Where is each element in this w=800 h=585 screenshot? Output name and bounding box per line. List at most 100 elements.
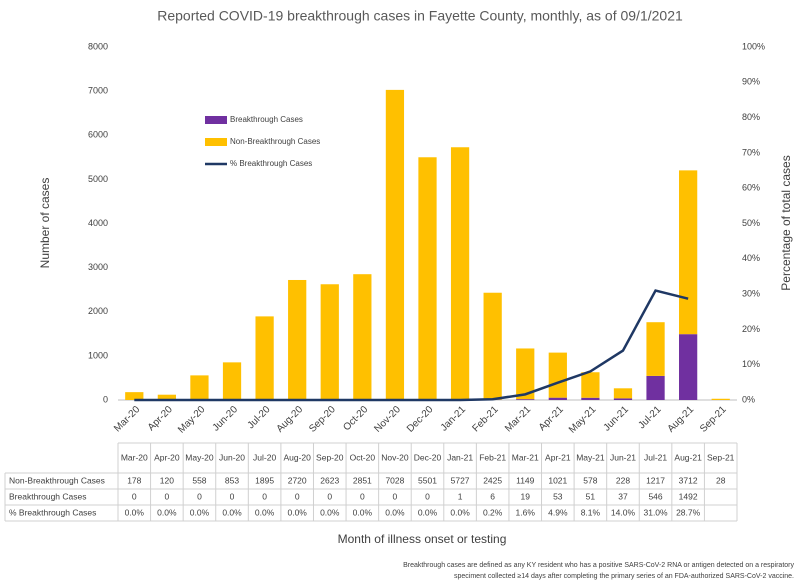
x-tick-label: Sep-21 (698, 404, 729, 435)
x-tick-label: Jul-20 (246, 404, 273, 431)
legend-swatch (205, 138, 227, 146)
table-header: Nov-20 (381, 452, 409, 462)
table-header: May-21 (576, 452, 605, 462)
table-cell: 1895 (255, 475, 274, 485)
bar (157, 394, 176, 400)
bar (646, 375, 665, 400)
bar (581, 372, 600, 398)
bar (548, 397, 567, 400)
x-tick-label: Jul-21 (636, 404, 663, 431)
table-cell: 578 (583, 475, 597, 485)
y-tick-label: 5000 (88, 174, 108, 184)
x-tick-label: Nov-20 (372, 404, 403, 435)
bar (679, 334, 698, 400)
table-cell: 6 (490, 491, 495, 501)
legend-label: Non-Breakthrough Cases (230, 137, 320, 146)
table-cell: 0 (393, 491, 398, 501)
table-cell: 0.0% (450, 507, 470, 517)
bar (418, 157, 437, 400)
table-cell: 0 (327, 491, 332, 501)
bar (483, 292, 502, 400)
y2-tick-label: 70% (742, 147, 760, 157)
bar (222, 362, 242, 400)
y2-tick-label: 10% (742, 359, 760, 369)
table-cell: 558 (192, 475, 206, 485)
table-cell: 546 (648, 491, 662, 501)
bar (320, 284, 339, 400)
y2-tick-label: 90% (742, 77, 760, 87)
table-cell: 0 (295, 491, 300, 501)
table-cell: 28.7% (676, 507, 701, 517)
x-tick-label: Dec-20 (405, 404, 436, 435)
table-cell: 3712 (679, 475, 698, 485)
table-cell: 0 (425, 491, 430, 501)
bar (679, 170, 698, 335)
x-tick-label: May-21 (567, 404, 599, 436)
bar (516, 348, 535, 400)
table-header: Jun-21 (610, 452, 636, 462)
table-cell: 53 (553, 491, 563, 501)
table-cell: 1 (458, 491, 463, 501)
y2-tick-label: 20% (742, 324, 760, 334)
table-cell: 0.0% (418, 507, 438, 517)
table-cell: 0.2% (483, 507, 503, 517)
table-header: Oct-20 (350, 452, 376, 462)
y2-tick-label: 50% (742, 218, 760, 228)
y2-tick-label: 60% (742, 183, 760, 193)
bar (190, 375, 209, 400)
y-tick-label: 3000 (88, 262, 108, 272)
table-cell: 0.0% (222, 507, 242, 517)
x-tick-label: Jun-20 (211, 404, 241, 434)
table-header: Apr-21 (545, 452, 571, 462)
table-cell: 0.0% (287, 507, 307, 517)
table-header: Jun-20 (219, 452, 245, 462)
bar (353, 274, 372, 400)
table-header: Jul-20 (253, 452, 276, 462)
table-cell: 0.0% (255, 507, 275, 517)
table-header: Jul-21 (644, 452, 667, 462)
chart-title: Reported COVID-19 breakthrough cases in … (157, 8, 683, 24)
table-header: May-20 (185, 452, 214, 462)
y2-tick-label: 80% (742, 112, 760, 122)
footnote: Breakthrough cases are defined as any KY… (403, 562, 794, 569)
table-cell: 0.0% (353, 507, 373, 517)
bar (516, 399, 535, 400)
table-cell: 51 (586, 491, 596, 501)
x-tick-label: Aug-20 (275, 404, 306, 435)
table-cell: 31.0% (643, 507, 668, 517)
table-cell: 0.0% (125, 507, 145, 517)
x-tick-label: Mar-21 (503, 404, 533, 434)
table-cell: 8.1% (581, 507, 601, 517)
table-cell: 19 (521, 491, 531, 501)
x-tick-label: Sep-20 (307, 404, 338, 435)
bar (613, 398, 633, 400)
table-cell: 0 (230, 491, 235, 501)
legend-label: Breakthrough Cases (230, 115, 303, 124)
table-cell: 2425 (483, 475, 502, 485)
table-cell: 5501 (418, 475, 437, 485)
y2-tick-label: 100% (742, 41, 765, 51)
y-tick-label: 1000 (88, 350, 108, 360)
legend-swatch (205, 116, 227, 124)
bar (613, 388, 633, 399)
table-header: Aug-21 (674, 452, 702, 462)
bar (581, 397, 600, 400)
table-cell: 0.0% (320, 507, 340, 517)
table-header: Dec-20 (414, 452, 442, 462)
y-tick-label: 2000 (88, 306, 108, 316)
table-cell: 5727 (451, 475, 470, 485)
y-tick-label: 0 (103, 394, 108, 404)
table-header: Sep-21 (707, 452, 735, 462)
table-cell: 28 (716, 475, 726, 485)
table-cell: 1217 (646, 475, 665, 485)
bar (711, 398, 730, 400)
table-cell: 2851 (353, 475, 372, 485)
table-header: Mar-20 (121, 452, 148, 462)
x-tick-label: Mar-20 (112, 404, 142, 434)
y-axis-label: Number of cases (38, 178, 52, 269)
table-cell: 0 (360, 491, 365, 501)
table-cell: 0 (262, 491, 267, 501)
table-header: Aug-20 (283, 452, 311, 462)
x-tick-label: Jan-21 (439, 404, 469, 434)
